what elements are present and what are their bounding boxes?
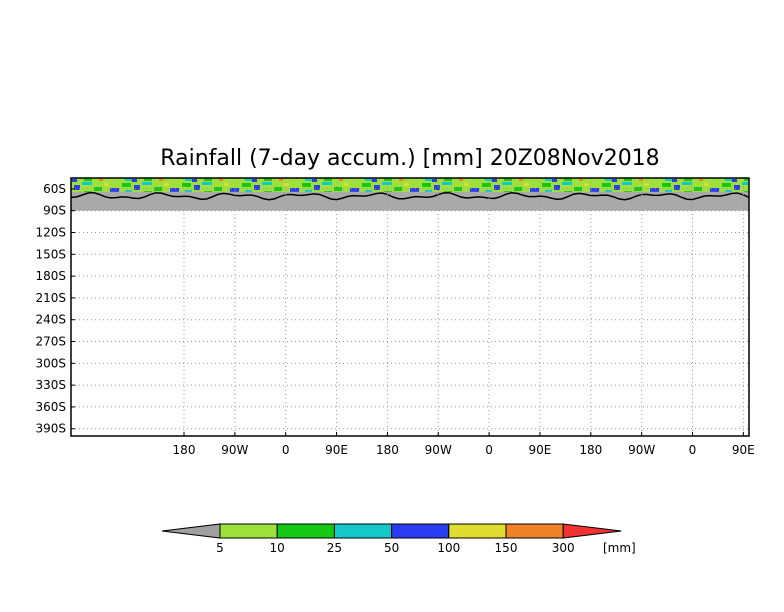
x-tick-label: 180 bbox=[376, 443, 399, 457]
colorbar-segment bbox=[448, 523, 507, 539]
rainfall-band bbox=[71, 178, 749, 192]
plot-frame bbox=[70, 177, 750, 437]
colorbar-level-label: 5 bbox=[216, 541, 224, 555]
y-tick-label: 180S bbox=[35, 269, 66, 283]
y-tick-label: 270S bbox=[35, 335, 66, 349]
y-tick-label: 360S bbox=[35, 400, 66, 414]
colorbar-level-label: 50 bbox=[384, 541, 399, 555]
x-tick-label: 90W bbox=[425, 443, 452, 457]
x-tick-label: 90W bbox=[221, 443, 248, 457]
y-tick-label: 60S bbox=[43, 182, 66, 196]
y-tick-label: 120S bbox=[35, 226, 66, 240]
x-tick-label: 90W bbox=[628, 443, 655, 457]
plot-background bbox=[71, 178, 749, 436]
y-tick-label: 390S bbox=[35, 422, 66, 436]
coastline bbox=[590, 192, 749, 201]
coastline bbox=[71, 191, 185, 200]
x-tick-label: 90E bbox=[732, 443, 755, 457]
colorbar-segment bbox=[505, 523, 564, 539]
colorbar-unit: [mm] bbox=[603, 541, 636, 555]
x-axis-ticks: 180 90W 0 90E 180 90W 0 90E 180 90W 0 90E 180 bbox=[173, 432, 784, 457]
y-tick-label: 300S bbox=[35, 356, 66, 370]
x-tick-label: 0 bbox=[689, 443, 697, 457]
x-tick-label: 180 bbox=[173, 443, 196, 457]
colorbar-labels: 5 10 25 50 100 150 300 bbox=[216, 541, 574, 555]
y-axis-ticks: 60S 90S 120S 150S 180S 210S 240S 270S 300S 330S 36… bbox=[35, 182, 75, 436]
y-tick-label: 240S bbox=[35, 313, 66, 327]
colorbar-segment bbox=[219, 523, 278, 539]
colorbar-level-label: 150 bbox=[495, 541, 518, 555]
colorbar-level-label: 300 bbox=[552, 541, 575, 555]
x-tick-label: 90E bbox=[325, 443, 348, 457]
x-tick-label: 0 bbox=[282, 443, 290, 457]
x-tick-label: 180 bbox=[783, 443, 784, 457]
rainfall-field bbox=[71, 178, 749, 211]
plot-border bbox=[70, 177, 750, 437]
colorbar-segment bbox=[391, 523, 450, 539]
colorbar-segment bbox=[276, 523, 335, 539]
plot-area bbox=[71, 178, 749, 436]
y-tick-label: 90S bbox=[43, 204, 66, 218]
y-tick-label: 210S bbox=[35, 291, 66, 305]
y-tick-label: 150S bbox=[35, 247, 66, 261]
y-tick-label: 330S bbox=[35, 378, 66, 392]
x-tick-label: 0 bbox=[485, 443, 493, 457]
colorbar-max-triangle bbox=[562, 523, 622, 539]
colorbar-level-label: 100 bbox=[437, 541, 460, 555]
colorbar-level-label: 10 bbox=[270, 541, 285, 555]
x-tick-label: 180 bbox=[579, 443, 602, 457]
colorbar-min-triangle bbox=[161, 523, 221, 539]
colorbar bbox=[161, 523, 622, 539]
grid bbox=[71, 178, 749, 436]
chart-title: Rainfall (7-day accum.) [mm] 20Z08Nov201… bbox=[160, 146, 659, 171]
colorbar-level-label: 25 bbox=[327, 541, 342, 555]
x-tick-label: 90E bbox=[529, 443, 552, 457]
colorbar-segment bbox=[333, 523, 393, 539]
